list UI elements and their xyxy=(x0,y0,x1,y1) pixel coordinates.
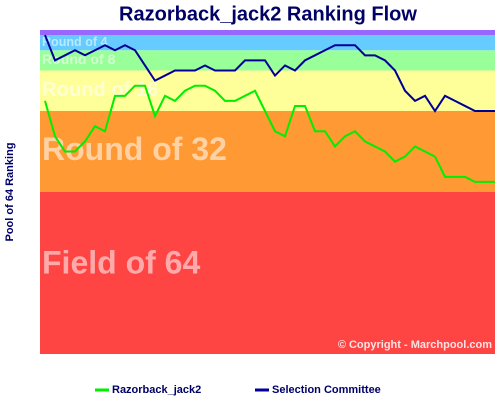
legend-label: Selection Committee xyxy=(272,384,381,396)
band xyxy=(40,111,495,192)
band-label: Field of 64 xyxy=(42,244,200,280)
band xyxy=(40,30,495,36)
band-labels: Field of 64 Round of 32 Round of 16 Round o… xyxy=(42,35,227,280)
band-label: Round of 32 xyxy=(42,131,227,167)
lines xyxy=(44,34,495,183)
y-axis-label: Pool of 64 Ranking xyxy=(4,142,16,241)
band-label: Round of 4 xyxy=(42,35,108,49)
line xyxy=(44,84,495,183)
line xyxy=(44,34,495,113)
legend: Razorback_jack2 Selection Committee xyxy=(95,384,381,396)
bands xyxy=(40,30,495,354)
chart-title: Razorback_jack2 Ranking Flow xyxy=(119,3,417,25)
legend-label: Razorback_jack2 xyxy=(112,384,201,396)
band xyxy=(40,50,495,71)
band xyxy=(40,35,495,51)
band xyxy=(40,70,495,111)
band-label: Round of 8 xyxy=(42,51,116,67)
band xyxy=(40,192,495,354)
band-label: Round of 16 xyxy=(42,79,158,101)
copyright: © Copyright - Marchpool.com xyxy=(338,339,492,351)
